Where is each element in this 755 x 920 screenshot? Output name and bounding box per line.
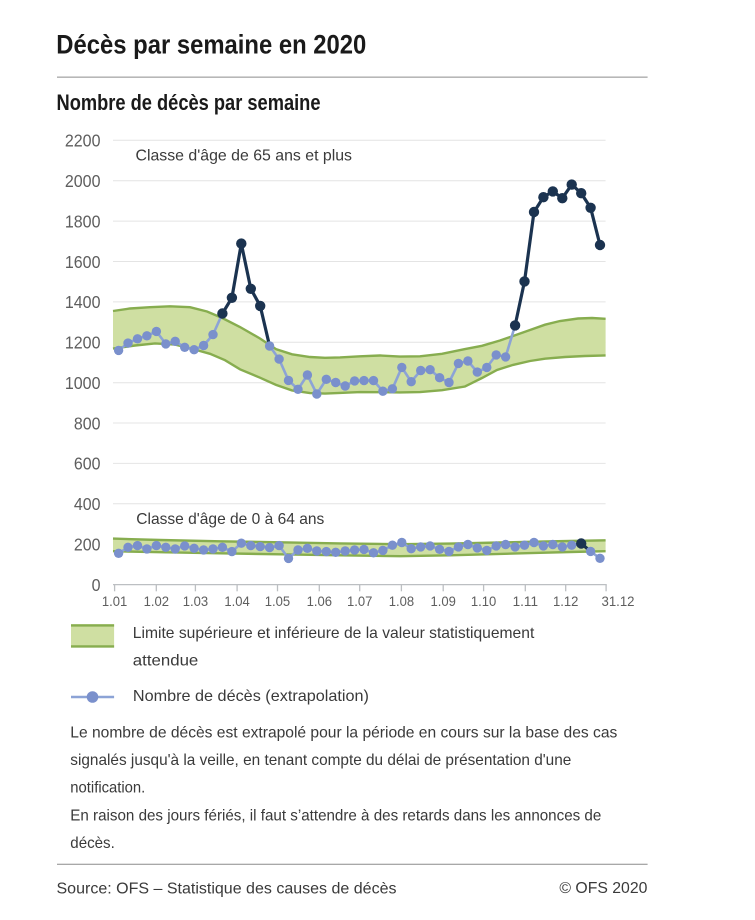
svg-text:Limite supérieure et inférieur: Limite supérieure et inférieure de la va…	[133, 625, 535, 642]
svg-text:signalés jusqu'à la veille, en: signalés jusqu'à la veille, en tenant co…	[70, 752, 571, 769]
svg-text:1400: 1400	[65, 292, 101, 312]
svg-text:600: 600	[74, 454, 101, 474]
svg-text:1.05: 1.05	[265, 593, 291, 609]
svg-text:attendue: attendue	[133, 653, 199, 670]
svg-text:notification.: notification.	[70, 780, 145, 797]
svg-text:1600: 1600	[65, 252, 101, 272]
svg-text:Nombre de décès par semaine: Nombre de décès par semaine	[57, 90, 321, 115]
svg-text:2200: 2200	[65, 131, 101, 151]
svg-text:1.07: 1.07	[347, 593, 373, 609]
svg-text:2000: 2000	[65, 171, 101, 191]
svg-text:1.08: 1.08	[389, 593, 415, 609]
svg-text:1.06: 1.06	[307, 593, 333, 609]
svg-text:En raison des jours fériés, il: En raison des jours fériés, il faut s’at…	[70, 807, 601, 824]
svg-text:1.10: 1.10	[471, 593, 497, 609]
svg-text:400: 400	[74, 494, 101, 514]
svg-text:1.01: 1.01	[102, 593, 128, 609]
svg-text:1.11: 1.11	[513, 593, 539, 609]
svg-text:200: 200	[74, 535, 101, 555]
svg-text:1000: 1000	[65, 373, 101, 393]
svg-text:1.12: 1.12	[553, 593, 579, 609]
svg-text:Le nombre de décès est extrapo: Le nombre de décès est extrapolé pour la…	[70, 724, 617, 741]
svg-text:Décès par semaine en 2020: Décès par semaine en 2020	[56, 29, 366, 59]
svg-text:31.12: 31.12	[602, 593, 635, 609]
svg-text:1.03: 1.03	[183, 593, 209, 609]
svg-text:1.02: 1.02	[144, 593, 170, 609]
svg-text:décès.: décès.	[70, 835, 115, 852]
svg-text:© OFS 2020: © OFS 2020	[559, 880, 647, 897]
svg-text:Source: OFS – Statistique des: Source: OFS – Statistique des causes de …	[57, 881, 397, 898]
svg-text:Nombre de décès (extrapolation: Nombre de décès (extrapolation)	[133, 688, 369, 705]
svg-text:1200: 1200	[65, 333, 101, 353]
svg-text:0: 0	[92, 575, 101, 595]
svg-text:800: 800	[74, 413, 101, 433]
svg-text:1800: 1800	[65, 211, 101, 231]
svg-text:1.04: 1.04	[224, 593, 250, 609]
svg-text:Classe d'âge de 0 à 64 ans: Classe d'âge de 0 à 64 ans	[136, 511, 324, 528]
svg-text:Classe d'âge de 65 ans et plus: Classe d'âge de 65 ans et plus	[136, 147, 353, 164]
svg-text:1.09: 1.09	[431, 593, 457, 609]
